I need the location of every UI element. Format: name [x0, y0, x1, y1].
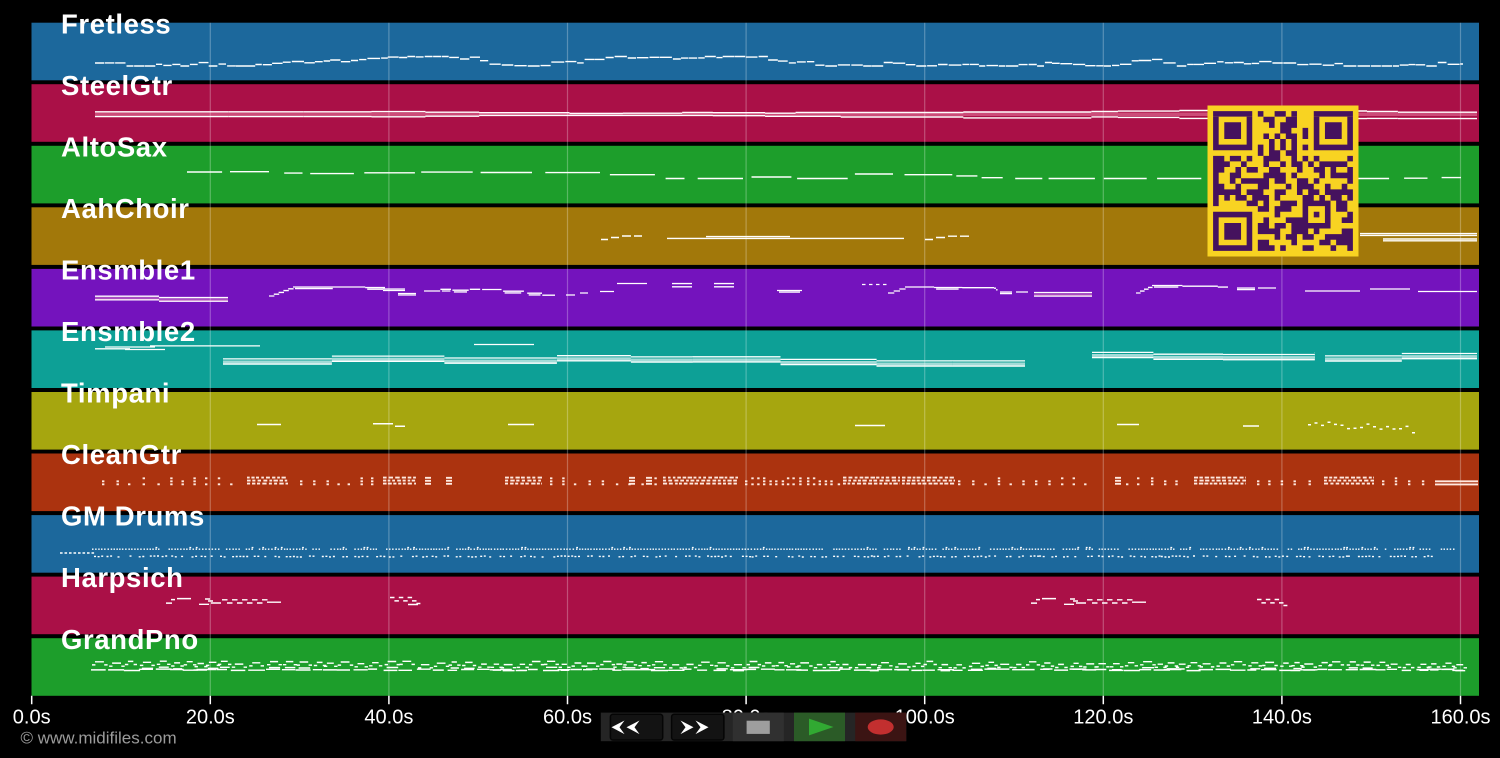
svg-text:40.0s: 40.0s [364, 707, 413, 729]
svg-text:AahChoir: AahChoir [61, 193, 190, 224]
svg-text:SteelGtr: SteelGtr [61, 70, 173, 101]
svg-text:CleanGtr: CleanGtr [61, 439, 182, 470]
svg-text:Ensmble2: Ensmble2 [61, 316, 196, 347]
svg-text:140.0s: 140.0s [1252, 707, 1312, 729]
svg-text:GrandPno: GrandPno [61, 624, 199, 655]
svg-text:Fretless: Fretless [61, 8, 171, 39]
svg-text:120.0s: 120.0s [1073, 707, 1133, 729]
svg-text:Harpsich: Harpsich [61, 562, 183, 593]
svg-text:60.0s: 60.0s [543, 707, 592, 729]
svg-text:AltoSax: AltoSax [61, 131, 168, 162]
svg-text:Timpani: Timpani [61, 378, 170, 409]
svg-text:GM Drums: GM Drums [61, 501, 205, 532]
svg-text:Ensmble1: Ensmble1 [61, 255, 196, 286]
svg-text:© www.midifiles.com: © www.midifiles.com [21, 728, 177, 747]
svg-text:160.0s: 160.0s [1430, 707, 1490, 729]
svg-text:100.0s: 100.0s [895, 707, 955, 729]
svg-text:20.0s: 20.0s [186, 707, 235, 729]
svg-text:0.0s: 0.0s [13, 707, 51, 729]
